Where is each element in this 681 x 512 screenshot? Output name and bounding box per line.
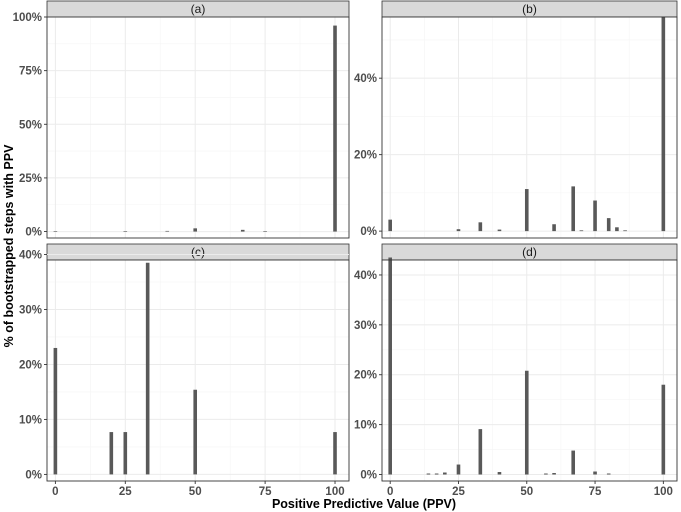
x-tick-label: 0 [52,486,58,498]
y-tick-label: 75% [19,66,42,78]
y-tick-label: 20% [354,150,377,162]
y-tick-label: 0% [25,227,42,239]
bar [571,450,576,475]
y-tick-label: 30% [19,304,42,316]
bar [606,218,611,232]
bar [497,229,502,232]
facet-panels: (a) 0% 25% 50% 75% 100% (b) 0% 20% 40% (c) 0% 10% 20%… [13,0,678,498]
panel-background [382,17,677,238]
panel-border [46,16,350,239]
facet-panel: (a) 0% 25% 50% 75% 100% [13,0,350,239]
bar [109,432,114,475]
bar [579,230,584,232]
x-tick-label: 50 [189,486,202,498]
y-tick-label: 40% [354,270,377,282]
bar [456,229,461,232]
bar [388,257,392,475]
facet-strip-label: (b) [522,2,537,16]
y-tick-label: 100% [13,12,42,24]
bar [571,186,576,232]
y-tick-label: 50% [19,119,42,131]
x-tick-label: 25 [119,486,132,498]
bar [434,473,439,475]
panel-background [47,260,349,481]
y-tick-label: 0% [360,470,377,482]
facet-strip-label: (c) [191,245,205,259]
bar [193,389,198,475]
bar [123,231,128,232]
y-tick-label: 20% [19,359,42,371]
bar [524,189,529,232]
x-tick-label: 100 [325,486,344,498]
panel-border [46,259,350,482]
panel-border [381,16,678,239]
bar [53,347,58,475]
bar [165,230,170,232]
bar [552,473,556,475]
x-tick-label: 25 [452,486,465,498]
bar [661,384,666,475]
bar [333,25,337,232]
facet-panel: (c) 0% 10% 20% 30% 40% 0 25 50 75 100 [19,243,350,498]
bar [240,229,245,232]
bar [478,222,483,232]
bar [263,231,267,232]
bar [426,473,431,475]
panel-border [381,259,678,482]
bar [593,471,597,475]
panel-background [47,17,349,238]
x-tick-label: 100 [654,486,673,498]
facet-strip-label: (d) [522,245,537,259]
y-axis-title: % of bootstrapped steps with PPV [2,144,16,347]
y-tick-label: 30% [354,320,377,332]
bar [552,224,556,232]
y-tick-label: 10% [19,414,42,426]
bar [193,228,198,232]
bar [497,472,502,475]
bar [456,464,461,475]
bar [544,473,548,475]
y-tick-label: 25% [19,173,42,185]
bar [478,429,483,475]
bar [443,472,447,475]
bar [615,227,619,232]
y-tick-label: 40% [19,250,42,262]
bar [388,219,392,232]
bar [593,200,597,232]
y-tick-label: 40% [354,73,377,85]
y-tick-label: 10% [354,420,377,432]
bar [606,473,611,475]
bar [623,230,627,232]
facet-panel: (b) 0% 20% 40% [354,0,678,239]
x-tick-label: 75 [259,486,272,498]
panel-background [382,260,677,481]
facet-panel: (d) 0% 10% 20% 30% 40% 0 25 50 75 100 [354,243,678,498]
bar [333,432,337,475]
y-tick-label: 20% [354,370,377,382]
y-tick-label: 0% [25,469,42,481]
bar [145,262,150,475]
bar [53,231,58,232]
bar [661,17,666,232]
y-tick-label: 0% [360,226,377,238]
x-tick-label: 50 [520,486,533,498]
x-tick-label: 75 [589,486,602,498]
x-axis-title: Positive Predictive Value (PPV) [272,497,456,511]
bar [123,432,128,475]
x-tick-label: 0 [387,486,393,498]
bar [524,370,529,475]
facet-strip-label: (a) [191,2,206,16]
